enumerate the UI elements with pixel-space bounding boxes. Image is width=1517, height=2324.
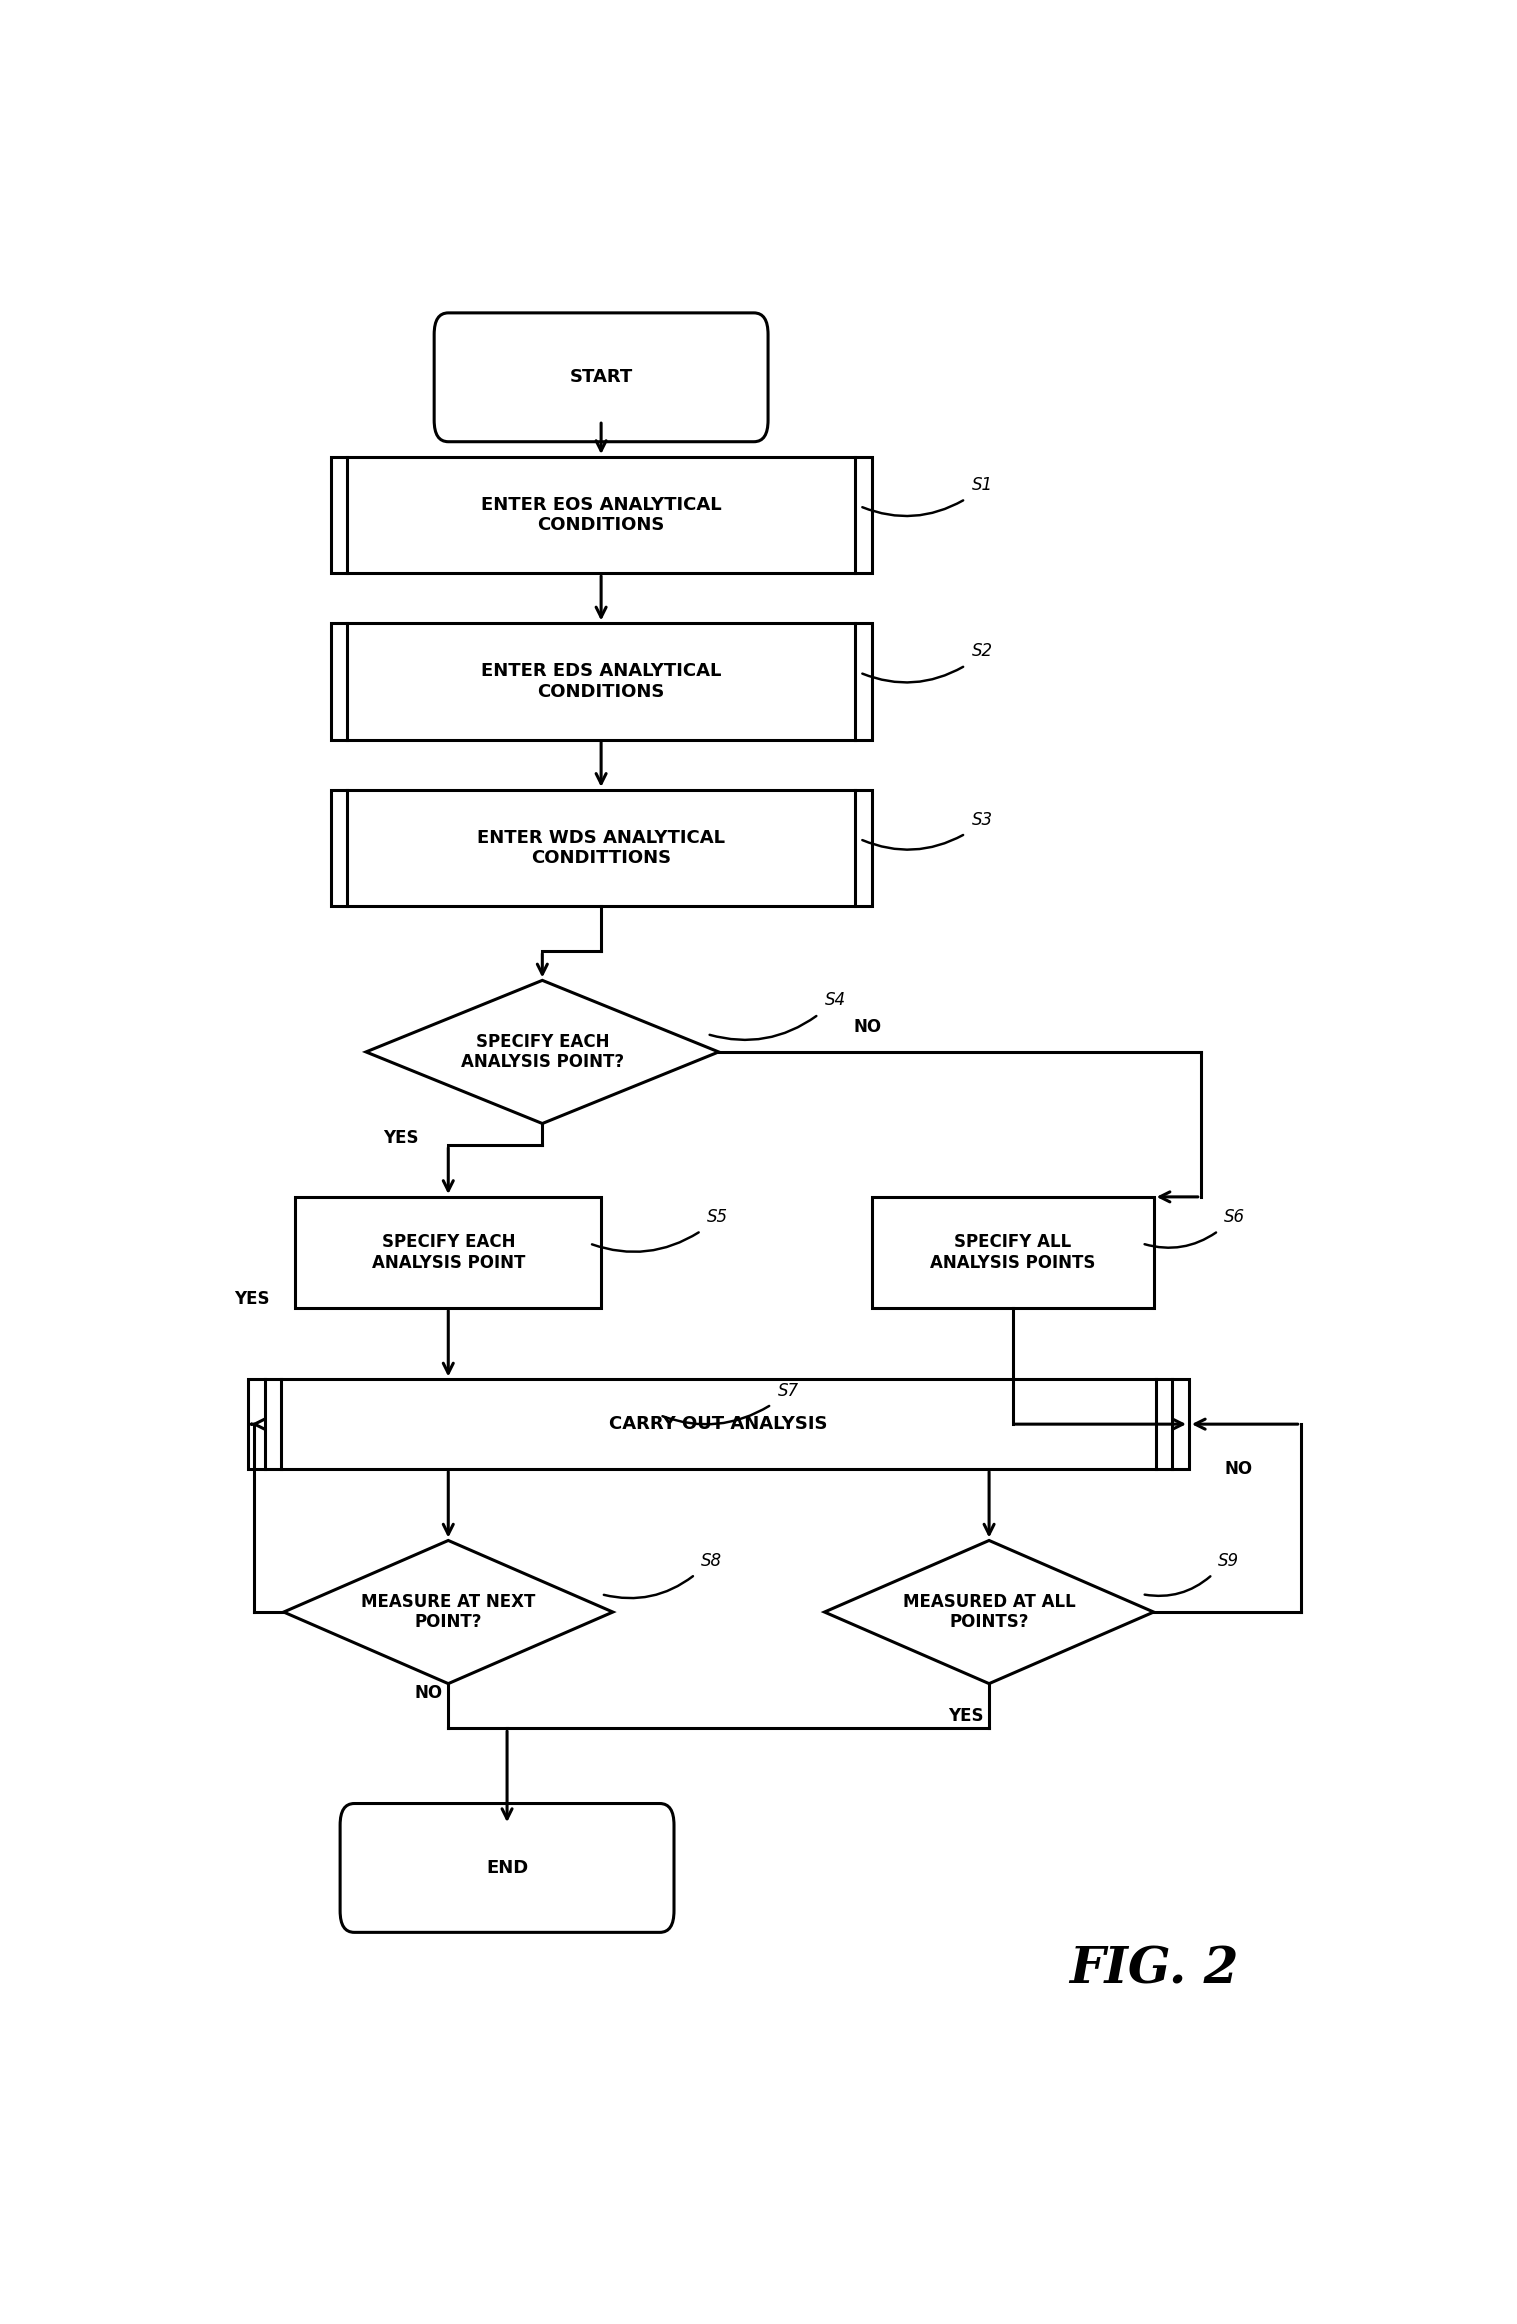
Text: ENTER EOS ANALYTICAL
CONDITIONS: ENTER EOS ANALYTICAL CONDITIONS <box>481 495 722 535</box>
Text: YES: YES <box>948 1706 983 1724</box>
Text: S3: S3 <box>971 811 992 830</box>
Text: NO: NO <box>414 1683 443 1701</box>
Text: ENTER WDS ANALYTICAL
CONDITTIONS: ENTER WDS ANALYTICAL CONDITTIONS <box>478 830 725 867</box>
Bar <box>296 1197 601 1308</box>
Text: CARRY OUT ANALYSIS: CARRY OUT ANALYSIS <box>610 1415 828 1434</box>
Text: S2: S2 <box>971 641 992 660</box>
Bar <box>331 790 871 906</box>
FancyBboxPatch shape <box>340 1803 674 1931</box>
Text: MEASURE AT NEXT
POINT?: MEASURE AT NEXT POINT? <box>361 1592 536 1631</box>
Text: ENTER EDS ANALYTICAL
CONDITIONS: ENTER EDS ANALYTICAL CONDITIONS <box>481 662 721 702</box>
Text: SPECIFY ALL
ANALYSIS POINTS: SPECIFY ALL ANALYSIS POINTS <box>930 1234 1095 1271</box>
FancyBboxPatch shape <box>434 314 768 442</box>
Text: YES: YES <box>234 1290 270 1308</box>
Bar <box>249 1380 1189 1469</box>
Polygon shape <box>366 981 719 1122</box>
Text: NO: NO <box>854 1018 881 1037</box>
Text: S4: S4 <box>825 992 845 1009</box>
Text: S7: S7 <box>777 1380 798 1399</box>
Text: S9: S9 <box>1218 1552 1239 1569</box>
Text: SPECIFY EACH
ANALYSIS POINT: SPECIFY EACH ANALYSIS POINT <box>372 1234 525 1271</box>
Polygon shape <box>284 1541 613 1683</box>
Text: FIG. 2: FIG. 2 <box>1069 1945 1238 1994</box>
Bar <box>331 623 871 739</box>
Text: NO: NO <box>1224 1459 1253 1478</box>
Text: S5: S5 <box>707 1208 728 1227</box>
Bar <box>331 458 871 574</box>
Text: MEASURED AT ALL
POINTS?: MEASURED AT ALL POINTS? <box>903 1592 1076 1631</box>
Text: S6: S6 <box>1224 1208 1245 1227</box>
Text: S1: S1 <box>971 476 992 495</box>
Text: YES: YES <box>384 1129 419 1146</box>
Text: S8: S8 <box>701 1552 722 1569</box>
Text: START: START <box>569 367 633 386</box>
Text: SPECIFY EACH
ANALYSIS POINT?: SPECIFY EACH ANALYSIS POINT? <box>461 1032 623 1071</box>
Text: END: END <box>485 1859 528 1878</box>
Polygon shape <box>825 1541 1153 1683</box>
Bar <box>871 1197 1153 1308</box>
